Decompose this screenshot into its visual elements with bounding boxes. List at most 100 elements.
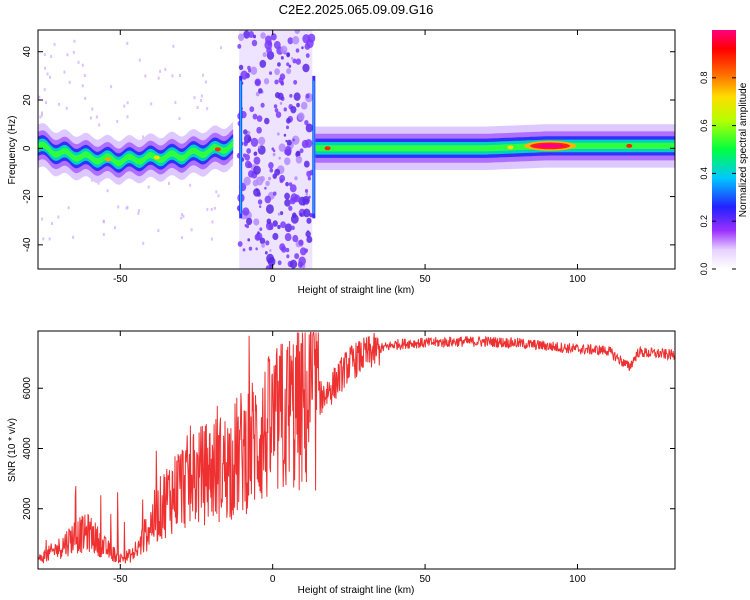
noise-blob (243, 129, 248, 135)
noise-blob (248, 68, 252, 73)
sparse-dot (182, 214, 185, 218)
noise-blob (274, 79, 279, 85)
snr-frame (37, 330, 676, 570)
noise-blob (248, 31, 255, 39)
snr-x-axis-label: Height of straight line (km) (298, 585, 415, 596)
noise-blob (298, 239, 304, 246)
sparse-dot (39, 115, 42, 119)
noise-blob (262, 52, 267, 58)
noise-blob (293, 92, 301, 101)
sparse-dot (110, 85, 113, 89)
noise-blob (254, 78, 262, 87)
sparse-dot (200, 94, 203, 98)
edge-spike (240, 80, 242, 214)
ridge-band (38, 137, 234, 170)
snr-series-line (38, 332, 675, 564)
spectrogram-x-tick-label: 50 (420, 274, 432, 285)
noise-blob (279, 178, 284, 184)
sparse-dot (40, 111, 43, 115)
noise-blob (278, 143, 286, 152)
sparse-dot (190, 228, 193, 232)
noise-blob (265, 204, 274, 214)
noise-blob (258, 88, 263, 94)
sparse-dot (159, 69, 162, 73)
noise-blob (259, 227, 263, 231)
snr-x-tick-label: -50 (113, 574, 128, 585)
noise-blob (298, 155, 301, 159)
noise-blob (306, 217, 312, 224)
noise-blob (266, 47, 272, 54)
sparse-dot (63, 70, 66, 74)
figure-title: C2E2.2025.065.09.09.G16 (278, 2, 434, 17)
sparse-dot (123, 104, 126, 108)
noise-blob (280, 45, 288, 54)
ridge-hotspot (507, 145, 514, 150)
noise-blob (301, 139, 309, 149)
noise-blob (243, 141, 247, 145)
noise-blob (255, 91, 260, 97)
noise-blob (300, 101, 308, 110)
ridge-hotspot (153, 155, 160, 160)
noise-blob (292, 234, 299, 243)
sparse-dot (77, 60, 80, 64)
noise-blob (306, 170, 312, 178)
sparse-dot (144, 74, 147, 78)
noise-blob (278, 156, 281, 160)
noise-blob (277, 260, 282, 266)
noise-blob (274, 68, 280, 76)
noise-blob (297, 112, 305, 121)
sparse-dot (57, 102, 60, 106)
noise-blob (265, 265, 271, 269)
spectrogram-x-axis-label: Height of straight line (km) (298, 285, 415, 296)
sparse-dot (210, 207, 213, 211)
sparse-dot (206, 107, 209, 111)
sparse-dot (126, 115, 129, 119)
noise-blob (247, 170, 255, 178)
noise-blob (294, 253, 300, 260)
noise-blob (284, 192, 290, 200)
sparse-dot (84, 96, 87, 100)
ridge-hotspot (105, 157, 112, 162)
sparse-dot (49, 75, 52, 79)
noise-blob (264, 195, 272, 204)
noise-blob (242, 207, 250, 216)
noise-blob (305, 192, 309, 196)
noise-blob (279, 73, 286, 80)
colorbar-tick-label: 0.8 (699, 72, 709, 85)
spectrogram-panel: -50 0 50 100 -40 -20 0 20 40 Height of straight … (7, 29, 676, 296)
snr-y-tick-label: 2000 (22, 497, 33, 520)
sparse-dot (215, 190, 218, 194)
noise-blob (242, 153, 247, 158)
sparse-dot (204, 80, 207, 84)
noise-blob (286, 62, 290, 67)
noise-blob (245, 224, 250, 229)
edge-spike (313, 80, 315, 214)
noise-blob (289, 259, 298, 269)
noise-blob (280, 56, 284, 60)
noise-blob (294, 30, 301, 34)
noise-blob (263, 78, 270, 85)
sparse-dot (89, 116, 92, 120)
sparse-dot (48, 237, 51, 241)
sparse-dot (51, 221, 54, 225)
noise-blob (237, 241, 243, 247)
colorbar-label: Normalized spectral amplitude (738, 82, 749, 217)
noise-blob (252, 113, 258, 120)
spectrogram-x-tick-label: -50 (113, 274, 128, 285)
spectrogram-y-tick-label: -20 (22, 189, 33, 204)
noise-blob (272, 220, 278, 227)
noise-blob (260, 102, 265, 108)
noise-blob (255, 247, 258, 251)
noise-blob (253, 156, 261, 165)
noise-blob (259, 237, 266, 245)
noise-blob (290, 214, 299, 224)
sparse-dot (171, 74, 174, 78)
noise-blob (267, 256, 276, 267)
noise-blob (247, 238, 251, 242)
noise-blob (274, 108, 279, 113)
noise-blob (295, 58, 302, 65)
noise-blob (306, 39, 314, 48)
noise-blob (284, 233, 292, 242)
noise-blob (295, 155, 303, 164)
noise-blob (305, 230, 311, 238)
